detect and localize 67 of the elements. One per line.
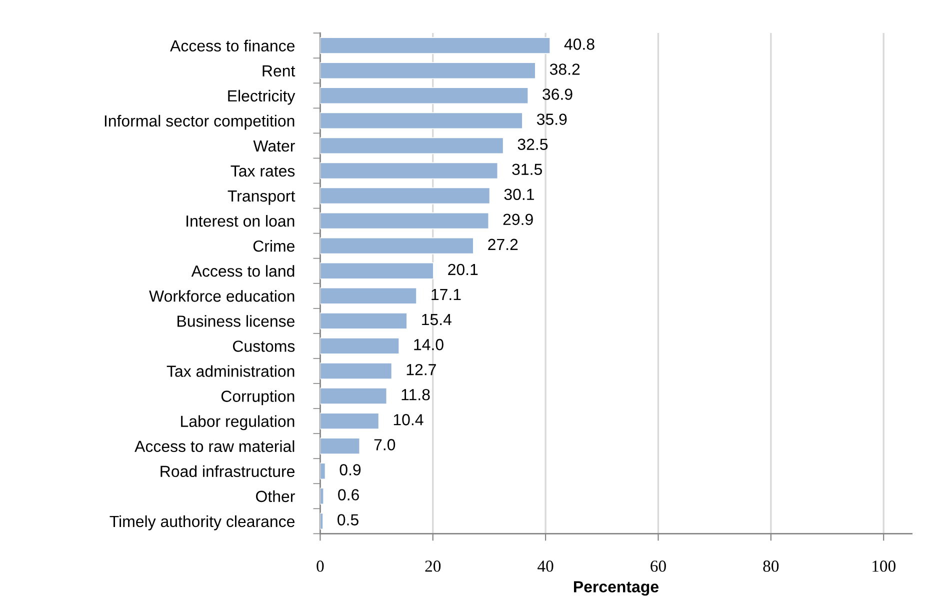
data-label: 36.9 — [542, 88, 572, 100]
data-label: 0.5 — [338, 514, 358, 526]
bar — [320, 237, 474, 254]
bar — [320, 338, 400, 354]
data-label: 31.5 — [512, 164, 542, 176]
y-tick-label: Crime — [253, 240, 294, 252]
y-tick-label: Rent — [262, 65, 296, 77]
y-tick-label: Labor regulation — [181, 415, 294, 430]
y-tick-label: Transport — [228, 190, 296, 205]
bar — [320, 362, 392, 380]
x-axis-title: Percentage — [574, 581, 658, 596]
y-tick-label: Tax administration — [166, 365, 294, 377]
y-tick-label: Interest on loan — [186, 215, 294, 227]
data-label: 17.1 — [432, 289, 461, 300]
y-tick-label: Corruption — [221, 390, 294, 406]
bar — [320, 262, 434, 280]
bar — [320, 462, 326, 480]
bar — [320, 187, 490, 204]
data-label: 7.0 — [374, 439, 396, 450]
y-tick-label: Customs — [232, 340, 295, 352]
data-label: 11.8 — [402, 388, 430, 400]
data-label: 15.4 — [422, 314, 452, 326]
data-label: 20.1 — [448, 264, 478, 276]
data-label: 35.9 — [536, 114, 567, 125]
data-label: 40.8 — [564, 38, 594, 50]
x-tick-label: 0 — [316, 560, 324, 572]
bar — [320, 388, 388, 404]
y-tick-label: Tax rates — [230, 166, 295, 177]
bar — [320, 87, 529, 104]
data-label: 27.2 — [488, 238, 518, 250]
bar — [320, 312, 408, 330]
y-tick-label: Workforce education — [149, 290, 294, 302]
data-label: 30.1 — [504, 188, 534, 200]
y-tick-label: Road infrastructure — [160, 465, 294, 478]
y-tick-label: Water — [253, 140, 295, 152]
bar — [320, 137, 504, 154]
data-label: 0.6 — [338, 489, 359, 500]
bar — [320, 287, 417, 304]
data-label: 12.7 — [406, 364, 436, 376]
data-label: 0.9 — [340, 464, 361, 476]
y-tick-label: Business license — [178, 315, 294, 327]
x-tick-label: 100 — [872, 560, 896, 572]
y-tick-label: Access to raw material — [134, 440, 294, 452]
bar — [320, 212, 490, 230]
y-tick-label: Other — [256, 490, 295, 502]
bar — [320, 512, 324, 530]
bar — [320, 162, 498, 180]
x-tick-label: 80 — [763, 560, 779, 572]
y-tick-label: Informal sector competition — [104, 114, 294, 130]
y-tick-label: Access to finance — [170, 40, 294, 52]
bar — [320, 37, 550, 54]
y-tick-label: Timely authority clearance — [110, 515, 294, 530]
bar — [320, 488, 324, 505]
x-tick-label: 20 — [425, 560, 441, 572]
data-label: 38.2 — [550, 64, 580, 75]
y-tick-label: Access to land — [191, 265, 294, 277]
bar — [320, 62, 536, 80]
bar — [320, 438, 360, 455]
data-label: 10.4 — [394, 414, 424, 426]
bar — [320, 412, 380, 430]
x-tick-label: 40 — [538, 560, 554, 572]
data-label: 14.0 — [414, 338, 444, 350]
y-tick-label: Electricity — [228, 90, 296, 105]
x-tick-label: 60 — [650, 560, 666, 572]
data-label: 29.9 — [503, 214, 533, 226]
data-label: 32.5 — [518, 138, 548, 150]
bar — [320, 112, 523, 130]
